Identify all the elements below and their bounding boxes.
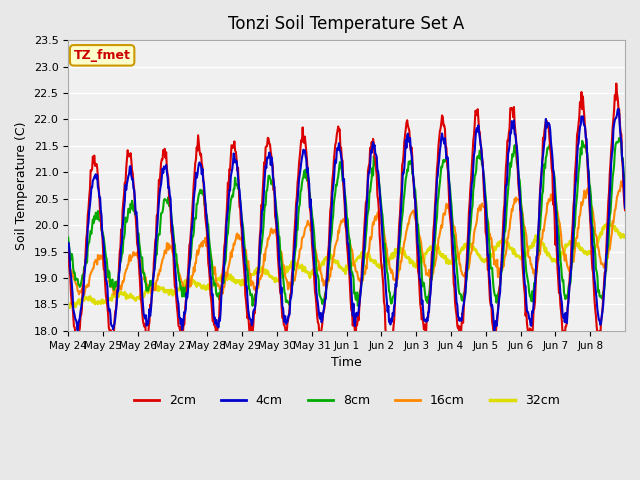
X-axis label: Time: Time (332, 356, 362, 369)
Legend: 2cm, 4cm, 8cm, 16cm, 32cm: 2cm, 4cm, 8cm, 16cm, 32cm (129, 389, 564, 412)
Text: TZ_fmet: TZ_fmet (74, 49, 131, 62)
Y-axis label: Soil Temperature (C): Soil Temperature (C) (15, 121, 28, 250)
Title: Tonzi Soil Temperature Set A: Tonzi Soil Temperature Set A (228, 15, 465, 33)
